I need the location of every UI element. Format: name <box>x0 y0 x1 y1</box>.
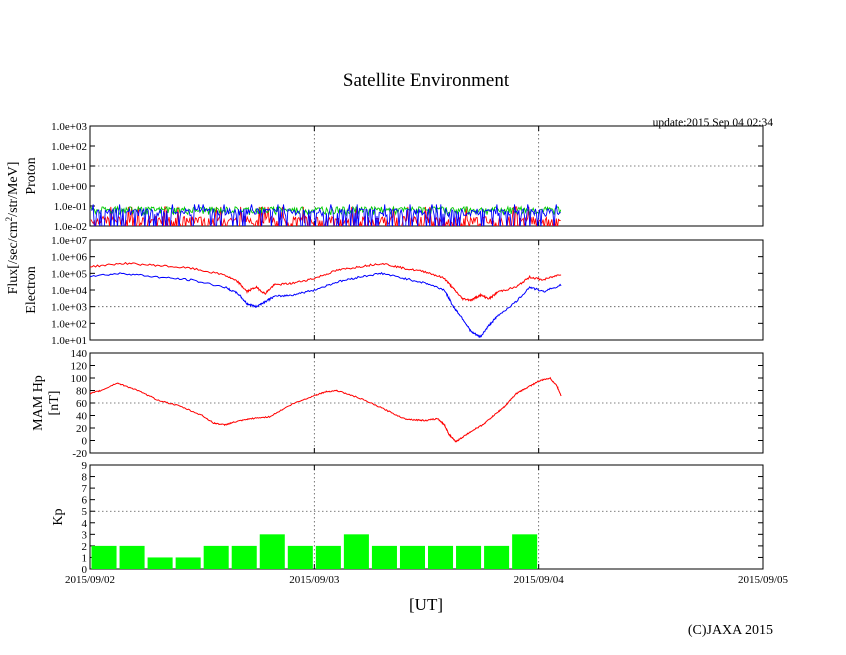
electron-series-red <box>90 261 562 302</box>
electron-axis-label: Electron <box>24 266 39 313</box>
proton-axis-label: Proton <box>24 157 39 194</box>
kp-bar <box>484 545 510 569</box>
kp-bar <box>315 545 341 569</box>
y-tick-label: 6 <box>82 495 88 507</box>
kp-bar <box>203 545 229 569</box>
kp-bar <box>147 557 173 569</box>
electron-panel: 1.0e+01 1.0e+02 1.0e+03 1.0e+04 1.0e+05 1.0e+… <box>24 235 764 347</box>
y-tick-label: 60 <box>76 398 88 410</box>
kp-bar <box>119 545 145 569</box>
kp-bar <box>399 545 425 569</box>
y-tick-label: 3 <box>82 529 88 541</box>
y-tick-label: 1.0e+05 <box>51 268 87 280</box>
y-tick-label: 1.0e+01 <box>51 335 87 347</box>
hp-axis-label: MAM Hp <box>31 375 46 431</box>
y-tick-label: 1.0e+07 <box>51 235 87 247</box>
kp-bar <box>175 557 201 569</box>
kp-bar <box>456 545 482 569</box>
hp-series-hp <box>90 376 562 443</box>
kp-bar <box>512 534 538 569</box>
kp-bar <box>428 545 454 569</box>
y-tick-label: 5 <box>82 506 88 518</box>
kp-bar <box>91 545 117 569</box>
copyright-text: (C)JAXA 2015 <box>688 623 773 638</box>
y-tick-label: 1 <box>82 552 88 564</box>
y-tick-label: 0 <box>82 436 88 448</box>
y-tick-label: 20 <box>76 423 88 435</box>
x-axis-title: [UT] <box>409 595 443 614</box>
electron-frame <box>89 239 764 341</box>
electron-series-blue <box>90 271 562 339</box>
y-tick-label: 4 <box>82 518 88 530</box>
x-tick-label: 2015/09/03 <box>289 574 340 586</box>
x-tick-label: 2015/09/02 <box>65 574 115 586</box>
kp-bar <box>371 545 397 569</box>
kp-frame <box>89 464 764 570</box>
kp-plot-area <box>91 534 538 569</box>
y-tick-label: 1.0e+02 <box>51 141 87 153</box>
kp-bar <box>231 545 257 569</box>
update-timestamp: update:2015 Sep 04 02:34 <box>653 117 774 129</box>
kp-bar <box>287 545 313 569</box>
chart-title: Satellite Environment <box>343 70 510 91</box>
y-tick-label: 120 <box>71 361 88 373</box>
y-tick-label: 7 <box>82 483 88 495</box>
y-tick-label: 1.0e+04 <box>51 285 87 297</box>
y-tick-label: 8 <box>82 472 88 484</box>
hp-axis-unit: [nT] <box>47 391 62 416</box>
y-tick-label: 1.0e+03 <box>51 121 87 133</box>
flux-axis-label: Flux[/sec/cm2/str/MeV] <box>4 162 21 295</box>
y-tick-label: 2 <box>82 541 88 553</box>
proton-panel: 1.0e-02 1.0e-01 1.0e+00 1.0e+01 1.0e+02 1.0e+… <box>24 121 764 233</box>
hp-plot-area <box>90 376 562 443</box>
kp-bar <box>343 534 369 569</box>
proton-plot-area <box>90 204 562 226</box>
y-tick-label: 1.0e+03 <box>51 302 87 314</box>
electron-plot-area <box>90 261 562 339</box>
x-tick-label: 2015/09/04 <box>514 574 565 586</box>
y-tick-label: 1.0e+06 <box>51 252 87 264</box>
y-tick-label: 0 <box>82 564 88 576</box>
kp-bar <box>259 534 285 569</box>
y-tick-label: 1.0e+00 <box>51 181 87 193</box>
y-tick-label: 9 <box>82 460 88 472</box>
y-tick-label: 1.0e+01 <box>51 161 87 173</box>
y-tick-label: 1.0e+02 <box>51 318 87 330</box>
y-tick-label: 100 <box>71 373 88 385</box>
kp-axis-label: Kp <box>51 508 66 525</box>
y-tick-label: -20 <box>72 448 87 460</box>
y-tick-label: 80 <box>76 386 88 398</box>
x-tick-label: 2015/09/05 <box>738 574 789 586</box>
y-tick-label: 40 <box>76 411 88 423</box>
y-tick-label: 140 <box>71 348 88 360</box>
y-tick-label: 1.0e-01 <box>54 201 87 213</box>
proton-series-blue <box>91 204 561 226</box>
y-tick-label: 1.0e-02 <box>54 221 87 233</box>
